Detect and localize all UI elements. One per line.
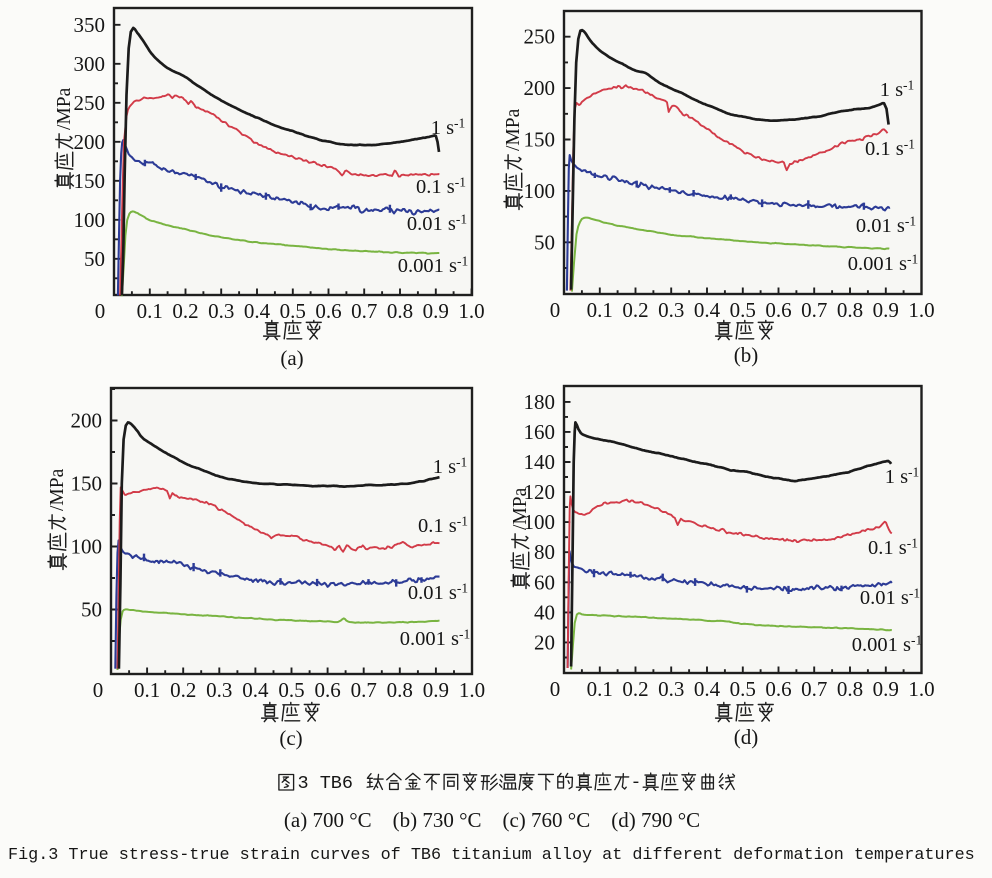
svg-text:0.3: 0.3	[658, 677, 684, 701]
svg-text:180: 180	[524, 390, 556, 414]
svg-text:0.4: 0.4	[244, 299, 271, 323]
svg-text:100: 100	[524, 179, 556, 203]
svg-text:0.1 s-1: 0.1 s-1	[416, 175, 466, 199]
svg-text:0: 0	[550, 677, 561, 701]
svg-text:0.2: 0.2	[170, 678, 196, 702]
svg-text:0.1 s-1: 0.1 s-1	[865, 137, 915, 161]
svg-text:0.8: 0.8	[837, 677, 863, 701]
svg-text:0.001 s-1: 0.001 s-1	[400, 627, 470, 651]
svg-text:200: 200	[71, 409, 103, 433]
svg-text:0.7: 0.7	[801, 298, 827, 322]
svg-text:(b): (b)	[734, 343, 759, 367]
svg-text:0.9: 0.9	[423, 299, 449, 323]
svg-text:0.8: 0.8	[837, 298, 863, 322]
svg-text:(a): (a)	[280, 346, 303, 370]
svg-text:100: 100	[71, 535, 103, 559]
svg-text:(a) 700 °C (b) 730 °C (c) 760: (a) 700 °C (b) 730 °C (c) 760 °C (d) 790…	[284, 808, 700, 832]
svg-text:0.01 s-1: 0.01 s-1	[860, 586, 920, 610]
svg-text:0.01 s-1: 0.01 s-1	[407, 212, 467, 236]
svg-text:1.0: 1.0	[908, 677, 934, 701]
svg-text:0.6: 0.6	[765, 677, 791, 701]
svg-text:1.0: 1.0	[459, 678, 485, 702]
svg-text:0.6: 0.6	[765, 298, 791, 322]
svg-text:200: 200	[74, 130, 106, 154]
svg-text:250: 250	[524, 25, 556, 49]
svg-text:0: 0	[95, 299, 106, 323]
svg-text:350: 350	[74, 13, 106, 37]
svg-text:(c): (c)	[279, 726, 302, 750]
svg-text:50: 50	[534, 230, 555, 254]
svg-text:0.9: 0.9	[873, 677, 899, 701]
svg-text:0.1: 0.1	[587, 677, 613, 701]
svg-text:1.0: 1.0	[458, 299, 484, 323]
svg-text:0.6: 0.6	[314, 678, 340, 702]
svg-text:0: 0	[550, 298, 561, 322]
svg-text:0.9: 0.9	[423, 678, 449, 702]
svg-text:150: 150	[71, 472, 103, 496]
svg-text:0.8: 0.8	[387, 299, 413, 323]
svg-text:0.001 s-1: 0.001 s-1	[398, 254, 468, 278]
svg-text:50: 50	[84, 247, 105, 271]
svg-text:250: 250	[74, 91, 106, 115]
svg-text:0.8: 0.8	[387, 678, 413, 702]
svg-text:(d): (d)	[734, 725, 759, 749]
svg-text:0.001 s-1: 0.001 s-1	[852, 633, 922, 657]
svg-text:/MPa: /MPa	[503, 108, 524, 151]
svg-text:0.01 s-1: 0.01 s-1	[856, 214, 916, 238]
svg-text:0.5: 0.5	[278, 678, 304, 702]
svg-text:0.1 s-1: 0.1 s-1	[418, 514, 468, 538]
svg-text:0.1 s-1: 0.1 s-1	[868, 536, 918, 560]
svg-text:/MPa: /MPa	[510, 487, 531, 530]
svg-text:60: 60	[534, 570, 555, 594]
svg-text:0.7: 0.7	[801, 677, 827, 701]
svg-text:/MPa: /MPa	[47, 468, 68, 511]
svg-text:1.0: 1.0	[908, 298, 934, 322]
svg-text:0.4: 0.4	[694, 298, 721, 322]
svg-text:/MPa: /MPa	[54, 87, 75, 130]
svg-text:0.01 s-1: 0.01 s-1	[408, 581, 468, 605]
svg-text:0.2: 0.2	[172, 299, 198, 323]
svg-text:150: 150	[74, 169, 106, 193]
svg-text:0.1: 0.1	[587, 298, 613, 322]
svg-text:Fig.3 True stress-true strain: Fig.3 True stress-true strain curves of …	[8, 846, 975, 865]
svg-text:0.3: 0.3	[208, 299, 234, 323]
svg-text:150: 150	[524, 128, 556, 152]
svg-text:0.4: 0.4	[242, 678, 269, 702]
svg-text:3 TB6: 3 TB6	[298, 773, 354, 794]
svg-text:100: 100	[524, 510, 556, 534]
svg-text:0.9: 0.9	[873, 298, 899, 322]
svg-text:140: 140	[524, 450, 556, 474]
svg-text:0.6: 0.6	[315, 299, 341, 323]
svg-text:160: 160	[524, 420, 556, 444]
svg-text:0.001 s-1: 0.001 s-1	[848, 252, 918, 276]
svg-text:0.7: 0.7	[351, 678, 377, 702]
svg-text:40: 40	[534, 600, 555, 624]
svg-text:200: 200	[524, 76, 556, 100]
svg-text:120: 120	[524, 480, 556, 504]
svg-text:0.1: 0.1	[137, 299, 163, 323]
svg-text:0: 0	[93, 678, 104, 702]
svg-text:0.5: 0.5	[730, 298, 756, 322]
svg-text:20: 20	[534, 630, 555, 654]
svg-text:0.3: 0.3	[658, 298, 684, 322]
svg-text:0.4: 0.4	[694, 677, 721, 701]
svg-text:0.3: 0.3	[206, 678, 232, 702]
svg-text:0.7: 0.7	[351, 299, 377, 323]
svg-text:0.5: 0.5	[730, 677, 756, 701]
svg-text:0.2: 0.2	[622, 298, 648, 322]
svg-text:300: 300	[74, 52, 106, 76]
svg-text:50: 50	[81, 598, 102, 622]
svg-text:0.1: 0.1	[134, 678, 160, 702]
svg-text:80: 80	[534, 540, 555, 564]
svg-text:-: -	[633, 771, 639, 792]
svg-text:100: 100	[74, 208, 106, 232]
svg-text:0.2: 0.2	[622, 677, 648, 701]
svg-text:0.5: 0.5	[280, 299, 306, 323]
